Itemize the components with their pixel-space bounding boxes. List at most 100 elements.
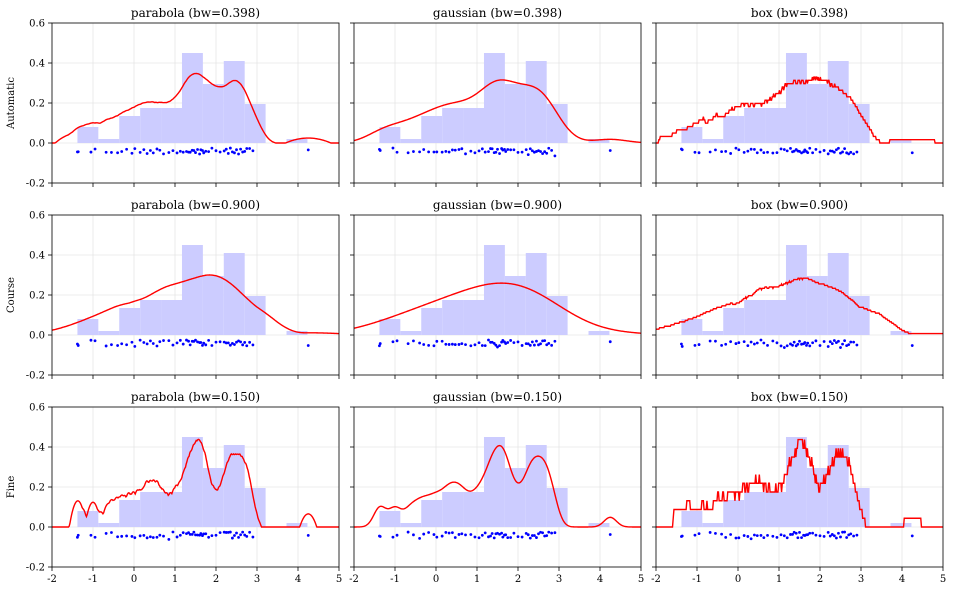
sample-point	[837, 339, 840, 343]
sample-point	[188, 150, 192, 154]
sample-point	[151, 342, 155, 345]
sample-point	[218, 340, 222, 344]
sample-point	[749, 340, 753, 344]
sample-point	[406, 151, 410, 155]
sample-point	[524, 148, 528, 152]
sample-point	[473, 535, 477, 539]
sample-point	[214, 340, 218, 344]
x-tick-label: 5	[940, 574, 946, 585]
sample-point	[145, 152, 149, 155]
sample-point	[378, 535, 382, 538]
sample-point	[93, 147, 97, 151]
sample-point	[755, 341, 759, 345]
sample-point	[910, 534, 914, 538]
sample-point	[737, 148, 741, 152]
sample-point	[243, 341, 247, 344]
sample-point	[192, 149, 196, 152]
sample-point	[490, 147, 494, 151]
histogram-bar	[744, 108, 766, 143]
sample-point	[839, 151, 842, 155]
sample-point	[841, 342, 844, 346]
sample-point	[228, 146, 232, 150]
histogram-bar	[463, 492, 484, 527]
sample-point	[149, 339, 152, 343]
sample-point	[845, 536, 849, 539]
panel-gaussian-row1: gaussian (bw=0.398)	[350, 6, 642, 187]
histogram-bar	[827, 253, 849, 335]
histogram-bar	[421, 308, 443, 335]
sample-point	[520, 150, 524, 154]
sample-point	[125, 534, 129, 538]
sample-point	[226, 341, 230, 345]
sample-point	[771, 339, 775, 343]
sample-point	[93, 535, 97, 539]
sample-point	[194, 151, 197, 154]
y-tick-label: -0.2	[26, 179, 45, 190]
sample-point	[457, 533, 461, 536]
sample-point	[406, 342, 410, 346]
panel-title: parabola (bw=0.900)	[131, 198, 260, 212]
sample-point	[910, 151, 914, 155]
histogram-bar	[702, 331, 724, 335]
sample-point	[724, 342, 728, 346]
sample-point	[167, 339, 171, 343]
sample-point	[435, 535, 439, 539]
sample-point	[808, 531, 812, 535]
sample-point	[422, 532, 426, 536]
sample-point	[847, 152, 851, 156]
histogram-bar	[890, 139, 912, 143]
sample-point	[89, 533, 93, 537]
sample-point	[835, 148, 838, 152]
histogram-bar	[379, 511, 401, 527]
panel-title: box (bw=0.398)	[751, 6, 848, 20]
sample-point	[771, 534, 775, 538]
x-tick-label: 4	[295, 574, 301, 585]
sample-point	[175, 151, 179, 155]
sample-point	[541, 531, 544, 535]
sample-point	[528, 343, 532, 347]
histogram-bar	[119, 500, 141, 527]
sample-point	[512, 148, 516, 152]
sample-point	[837, 531, 840, 535]
histogram-bar	[400, 331, 422, 335]
kde-curve	[656, 76, 943, 144]
sample-point	[464, 343, 467, 347]
sample-point	[792, 149, 796, 153]
sample-point	[447, 531, 451, 535]
sample-point	[755, 534, 759, 538]
sample-point	[680, 534, 684, 538]
histogram-bar	[223, 445, 245, 527]
sample-point	[145, 342, 149, 346]
sample-point	[826, 152, 830, 156]
sample-point	[480, 533, 484, 537]
sample-point	[545, 534, 549, 538]
sample-point	[746, 344, 750, 348]
sample-point	[537, 532, 540, 536]
histogram-bar	[286, 523, 308, 527]
sample-point	[207, 150, 211, 154]
sample-point	[553, 154, 557, 158]
histogram-bar	[202, 84, 224, 143]
sample-point	[775, 341, 779, 345]
sample-point	[210, 534, 214, 537]
x-tick-label: -1	[390, 574, 400, 585]
sample-point	[89, 338, 93, 342]
sample-point	[451, 342, 454, 346]
sample-point	[251, 535, 255, 539]
sample-point	[178, 149, 182, 153]
sample-point	[524, 342, 528, 346]
histogram-bar	[723, 116, 745, 143]
sample-point	[839, 346, 842, 349]
sample-point	[155, 344, 159, 348]
sample-point	[509, 148, 513, 152]
sample-point	[190, 532, 194, 536]
sample-point	[526, 153, 530, 157]
kde-curve	[52, 72, 339, 144]
histogram-bar	[181, 53, 203, 143]
sample-point	[226, 530, 230, 534]
sample-point	[222, 149, 226, 153]
sample-point	[805, 343, 808, 347]
histogram-bar	[140, 300, 162, 335]
sample-point	[175, 341, 179, 345]
sample-point	[550, 343, 554, 347]
